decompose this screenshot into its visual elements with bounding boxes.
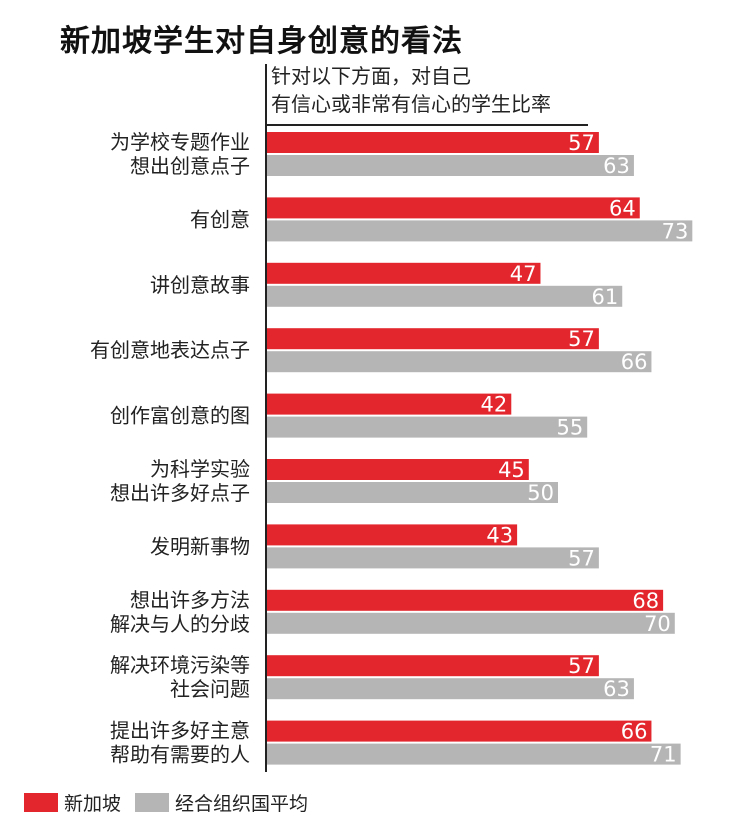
value-label-singapore-1: 64	[609, 196, 636, 220]
category-label-3-0: 有创意地表达点子	[90, 338, 250, 362]
value-label-oecd-5: 50	[527, 481, 554, 505]
category-label-0-0: 为学校专题作业	[110, 130, 250, 154]
category-label-5-1: 想出许多好点子	[110, 481, 250, 505]
bar-singapore-2	[266, 262, 541, 284]
value-label-singapore-0: 57	[568, 131, 595, 155]
legend-swatch-oecd	[135, 792, 170, 812]
value-label-oecd-0: 63	[603, 154, 630, 178]
value-label-singapore-9: 66	[621, 720, 648, 744]
bar-oecd-2	[266, 285, 623, 307]
bar-oecd-9	[266, 743, 681, 765]
value-label-oecd-3: 66	[621, 350, 648, 374]
subtitle-line-2: 有信心或非常有信心的学生比率	[271, 92, 551, 116]
bar-singapore-4	[266, 393, 512, 415]
bar-oecd-7	[266, 612, 675, 634]
bar-singapore-8	[266, 655, 599, 677]
value-label-singapore-3: 57	[568, 327, 595, 351]
bar-singapore-0	[266, 132, 599, 153]
value-label-oecd-8: 63	[603, 677, 630, 701]
category-label-7-1: 解决与人的分歧	[110, 612, 250, 636]
value-label-oecd-4: 55	[556, 416, 583, 440]
bar-oecd-3	[266, 351, 652, 373]
chart-title: 新加坡学生对自身创意的看法	[60, 24, 463, 59]
bar-oecd-0	[266, 155, 634, 176]
legend-label-oecd: 经合组织国平均	[175, 792, 309, 815]
value-label-oecd-9: 71	[650, 743, 677, 767]
subtitle-rule	[266, 124, 588, 126]
value-label-singapore-6: 43	[486, 523, 513, 547]
value-label-oecd-2: 61	[592, 285, 619, 309]
legend: 新加坡 经合组织国平均	[24, 788, 322, 816]
category-label-8-0: 解决环境污染等	[110, 653, 250, 677]
bar-singapore-5	[266, 459, 529, 480]
bar-singapore-9	[266, 720, 652, 742]
category-label-8-1: 社会问题	[170, 677, 250, 701]
bar-oecd-1	[266, 220, 693, 242]
bar-singapore-3	[266, 328, 599, 350]
bar-oecd-8	[266, 678, 634, 700]
bar-oecd-4	[266, 416, 588, 438]
chart-subtitle: 针对以下方面，对自己 有信心或非常有信心的学生比率	[271, 62, 551, 118]
category-label-5-0: 为科学实验	[150, 457, 250, 481]
value-label-singapore-8: 57	[568, 654, 595, 678]
subtitle-line-1: 针对以下方面，对自己	[271, 64, 471, 88]
legend-item-singapore: 新加坡	[24, 789, 121, 816]
category-label-4-0: 创作富创意的图	[110, 404, 250, 428]
category-label-6-0: 发明新事物	[150, 534, 250, 558]
value-label-singapore-7: 68	[632, 589, 659, 613]
bar-singapore-7	[266, 589, 664, 611]
value-label-singapore-5: 45	[498, 458, 525, 482]
category-label-2-0: 讲创意故事	[150, 273, 250, 297]
category-label-7-0: 想出许多方法	[130, 588, 250, 612]
category-label-0-1: 想出创意点子	[130, 154, 250, 178]
value-label-oecd-6: 57	[568, 546, 595, 570]
legend-label-singapore: 新加坡	[64, 792, 122, 815]
value-label-oecd-1: 73	[662, 219, 689, 243]
legend-item-oecd: 经合组织国平均	[135, 789, 308, 816]
category-label-9-0: 提出许多好主意	[110, 719, 250, 743]
legend-swatch-singapore	[24, 792, 58, 812]
bar-oecd-5	[266, 482, 558, 503]
category-label-1-0: 有创意	[190, 207, 250, 231]
value-label-singapore-4: 42	[481, 393, 508, 417]
value-label-singapore-2: 47	[510, 262, 537, 286]
bar-oecd-6	[266, 547, 599, 569]
category-label-9-1: 帮助有需要的人	[110, 743, 250, 767]
bar-singapore-1	[266, 197, 640, 219]
bar-singapore-6	[266, 524, 518, 546]
value-label-oecd-7: 70	[644, 612, 671, 636]
